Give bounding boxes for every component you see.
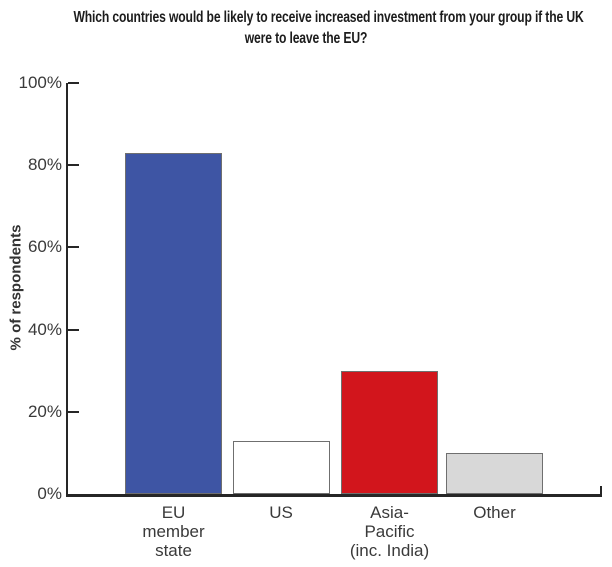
- y-tick-60: [68, 246, 79, 249]
- y-tick-20: [68, 410, 79, 413]
- x-axis-end-tick: [600, 486, 602, 495]
- bar-other: [446, 453, 543, 494]
- y-tick-label-0: 0%: [37, 484, 62, 503]
- y-axis: [66, 83, 68, 497]
- category-label-other: Other: [473, 503, 516, 522]
- chart-title-line-1: Which countries would be likely to recei…: [73, 9, 584, 26]
- y-tick-80: [68, 164, 79, 167]
- y-tick-label-40: 40%: [27, 319, 62, 339]
- y-tick-label-80: 80%: [27, 155, 62, 175]
- chart-title-line-2: were to leave the EU?: [244, 30, 368, 47]
- y-tick-label-60: 60%: [27, 237, 62, 257]
- y-tick-40: [68, 328, 79, 331]
- x-axis: [66, 494, 602, 497]
- bar-eu-member-state: [125, 153, 222, 494]
- y-tick-label-100: 100%: [18, 73, 62, 92]
- bar-asia-pacific-inc-india: [341, 371, 438, 494]
- category-label-eu-member-state: EU member state: [142, 503, 205, 560]
- category-label-asia-pacific-inc-india: Asia- Pacific (inc. India): [349, 503, 430, 560]
- chart-title: Which countries would be likely to recei…: [0, 7, 612, 49]
- y-tick-label-20: 20%: [27, 401, 62, 421]
- y-tick-100: [68, 82, 79, 84]
- category-label-us: US: [269, 503, 293, 522]
- bar-us: [232, 441, 330, 494]
